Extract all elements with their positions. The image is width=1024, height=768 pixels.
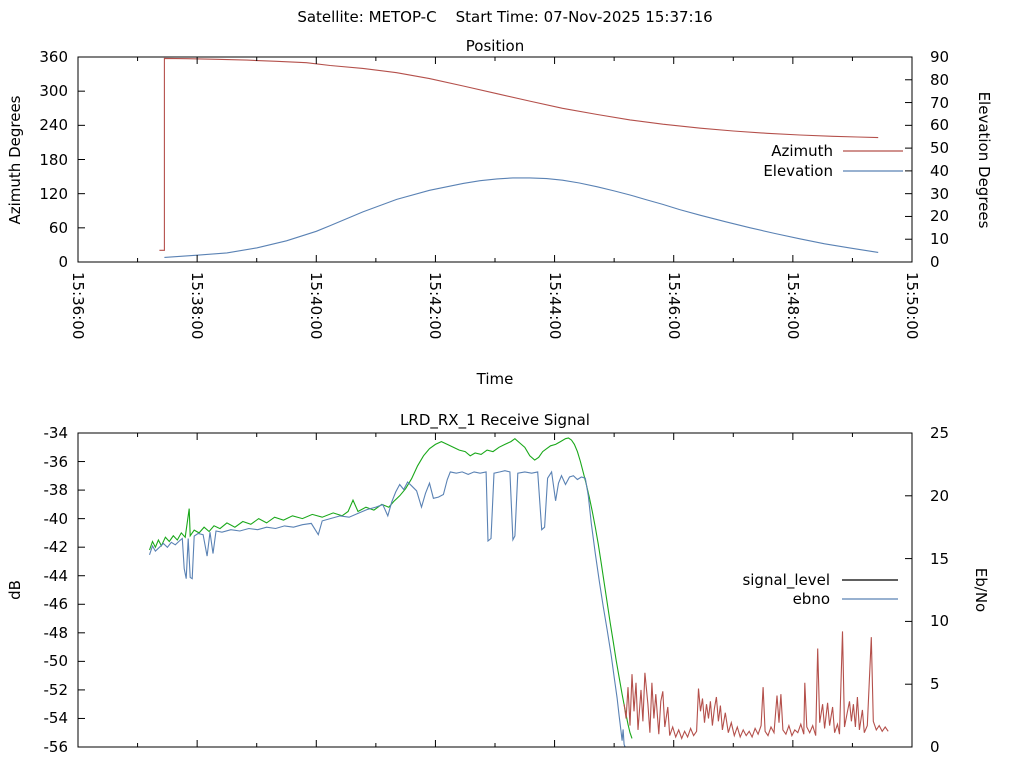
x-tick-label: 15:44:00	[545, 272, 564, 340]
y-tick-label: 240	[39, 116, 68, 135]
y-tick-label: 300	[39, 82, 68, 101]
ebno-series-line	[148, 470, 626, 748]
y2-tick-label: 90	[930, 48, 950, 66]
y2-tick-label: 70	[930, 93, 950, 112]
y-tick-label: -40	[43, 509, 69, 528]
y2-tick-label: 40	[930, 161, 950, 180]
legend-signal-level-label: signal_level	[742, 571, 830, 589]
y-tick-label: 180	[39, 150, 68, 169]
y2-tick-label: 5	[930, 675, 940, 694]
signal-level-unlocked-series-line	[623, 631, 889, 740]
y-tick-label: -44	[43, 566, 69, 585]
ebno-axis-label: Eb/No	[972, 567, 990, 613]
y-tick-label: -48	[43, 623, 69, 642]
x-tick-label: 15:40:00	[307, 272, 326, 340]
y2-tick-label: 20	[930, 486, 950, 505]
legend-azimuth-label: Azimuth	[771, 142, 833, 160]
y-tick-label: -34	[43, 424, 69, 442]
x-tick-label: 15:46:00	[664, 272, 683, 340]
legend-elevation-label: Elevation	[763, 162, 833, 180]
position-chart-title: Position	[465, 37, 525, 55]
y-tick-label: 360	[39, 48, 68, 66]
x-tick-label: 15:48:00	[783, 272, 802, 340]
legend-ebno-label: ebno	[792, 590, 830, 608]
y-tick-label: 0	[58, 253, 68, 271]
main-title: Satellite: METOP-C Start Time: 07-Nov-20…	[297, 8, 713, 26]
x-tick-label: 15:38:00	[188, 272, 207, 340]
x-tick-label: 15:42:00	[426, 272, 445, 340]
y2-tick-label: 0	[930, 253, 940, 271]
y-tick-label: -42	[43, 538, 69, 557]
signal-level-locked-series-line	[148, 437, 633, 739]
y2-tick-label: 20	[930, 207, 950, 226]
azimuth-series-line	[159, 57, 879, 251]
y-tick-label: -56	[43, 738, 69, 756]
y2-tick-label: 50	[930, 139, 950, 158]
y-tick-label: -36	[43, 452, 69, 471]
y2-tick-label: 10	[930, 230, 950, 249]
y-tick-label: -38	[43, 481, 69, 500]
y2-tick-label: 10	[930, 612, 950, 631]
elevation-series-line	[164, 177, 879, 258]
x-tick-label: 15:50:00	[903, 272, 921, 340]
y-tick-label: -46	[43, 595, 69, 614]
y-tick-label: 60	[48, 218, 68, 237]
y2-tick-label: 15	[930, 549, 950, 568]
y-tick-label: 120	[39, 184, 68, 203]
y2-tick-label: 80	[930, 70, 950, 89]
y2-tick-label: 30	[930, 184, 950, 203]
x-tick-label: 15:36:00	[69, 272, 87, 340]
y2-tick-label: 60	[930, 116, 950, 135]
receive-signal-chart-title: LRD_RX_1 Receive Signal	[400, 411, 590, 429]
y-tick-label: -50	[43, 652, 69, 671]
y2-tick-label: 0	[930, 738, 940, 756]
y-tick-label: -52	[43, 680, 69, 699]
y2-tick-label: 25	[930, 424, 950, 442]
time-axis-label: Time	[476, 370, 514, 388]
y-tick-label: -54	[43, 709, 69, 728]
